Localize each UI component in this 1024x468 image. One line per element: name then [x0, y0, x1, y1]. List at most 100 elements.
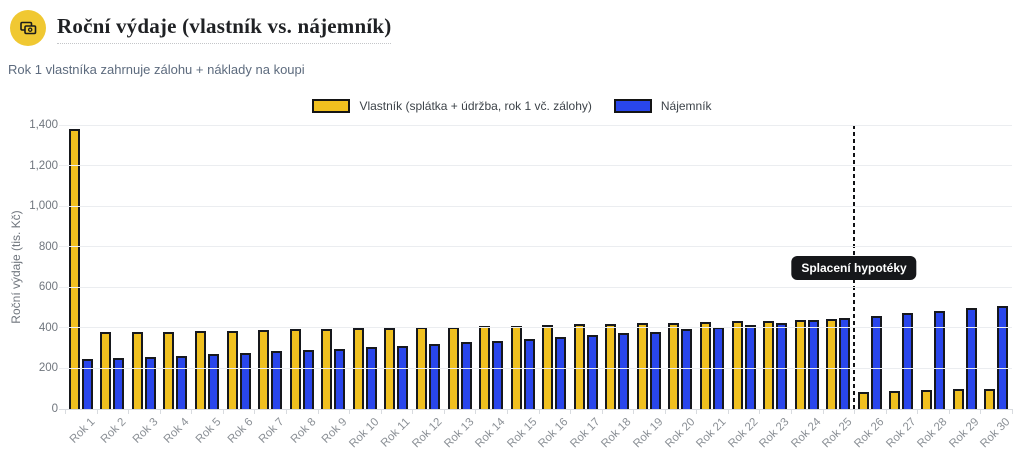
bar-group-12 — [412, 125, 444, 409]
bar-najemnik-rok-1[interactable] — [81, 359, 93, 409]
bar-najemnik-rok-12[interactable] — [428, 343, 440, 409]
bar-najemnik-rok-8[interactable] — [302, 349, 314, 409]
bar-najemnik-rok-6[interactable] — [239, 352, 251, 409]
bar-najemnik-rok-14[interactable] — [492, 340, 504, 409]
page-title: Roční výdaje (vlastník vs. nájemník) — [57, 14, 392, 44]
bar-vlastnik-rok-15[interactable] — [510, 325, 522, 409]
bar-vlastnik-rok-19[interactable] — [636, 323, 648, 409]
gridline — [59, 367, 1012, 369]
bar-vlastnik-rok-9[interactable] — [321, 329, 333, 409]
x-axis-tick — [222, 409, 224, 414]
legend-item-najemnik[interactable]: Nájemník — [613, 99, 712, 113]
x-axis-tick — [65, 409, 66, 414]
x-axis-tick — [475, 409, 477, 414]
bar-vlastnik-rok-21[interactable] — [700, 321, 712, 409]
bar-vlastnik-rok-27[interactable] — [889, 390, 901, 409]
x-axis-tick — [948, 409, 950, 414]
bar-group-7 — [254, 125, 286, 409]
bar-vlastnik-rok-6[interactable] — [226, 330, 238, 409]
bar-najemnik-rok-4[interactable] — [176, 355, 188, 409]
x-axis-tick — [696, 409, 698, 414]
bar-najemnik-rok-2[interactable] — [113, 358, 125, 409]
bar-najemnik-rok-17[interactable] — [586, 335, 598, 409]
bar-najemnik-rok-20[interactable] — [681, 329, 693, 409]
x-axis-tick — [570, 409, 572, 414]
x-axis-tick — [506, 409, 508, 414]
x-axis-tick — [317, 409, 319, 414]
gridline — [59, 408, 1012, 410]
bar-vlastnik-rok-5[interactable] — [195, 331, 207, 409]
bar-vlastnik-rok-14[interactable] — [479, 326, 491, 409]
bar-vlastnik-rok-30[interactable] — [984, 388, 996, 409]
bar-vlastnik-rok-7[interactable] — [258, 330, 270, 409]
bar-vlastnik-rok-8[interactable] — [289, 329, 301, 409]
bar-najemnik-rok-26[interactable] — [870, 315, 882, 409]
x-tick-label: Rok 9 — [320, 416, 350, 446]
x-tick-label: Rok 15 — [504, 416, 540, 451]
x-axis-tick — [96, 409, 98, 414]
bar-najemnik-rok-23[interactable] — [776, 322, 788, 409]
bar-najemnik-rok-15[interactable] — [523, 338, 535, 409]
bar-najemnik-rok-24[interactable] — [807, 319, 819, 409]
gridline — [59, 205, 1012, 207]
gridline — [59, 124, 1012, 126]
bar-vlastnik-rok-2[interactable] — [100, 332, 112, 409]
bar-najemnik-rok-29[interactable] — [965, 308, 977, 409]
bar-vlastnik-rok-18[interactable] — [605, 323, 617, 409]
bar-vlastnik-rok-28[interactable] — [920, 390, 932, 409]
najemnik-swatch-icon — [613, 99, 652, 113]
bar-najemnik-rok-25[interactable] — [839, 317, 851, 409]
bar-vlastnik-rok-25[interactable] — [826, 319, 838, 409]
bar-vlastnik-rok-23[interactable] — [763, 320, 775, 409]
bar-najemnik-rok-7[interactable] — [271, 351, 283, 409]
x-axis-tick — [633, 409, 635, 414]
bar-vlastnik-rok-16[interactable] — [542, 325, 554, 409]
bar-group-30 — [980, 125, 1012, 409]
bar-vlastnik-rok-4[interactable] — [163, 331, 175, 409]
bar-najemnik-rok-19[interactable] — [649, 331, 661, 409]
bar-najemnik-rok-30[interactable] — [997, 305, 1009, 409]
bar-vlastnik-rok-20[interactable] — [668, 322, 680, 409]
bars-layer — [65, 125, 1012, 409]
x-tick-label: Rok 5 — [193, 416, 224, 446]
legend-item-vlastnik[interactable]: Vlastník (splátka + údržba, rok 1 vč. zá… — [312, 99, 592, 113]
bar-vlastnik-rok-26[interactable] — [857, 391, 869, 409]
bar-vlastnik-rok-17[interactable] — [573, 324, 585, 409]
bar-najemnik-rok-16[interactable] — [555, 337, 567, 409]
bar-najemnik-rok-5[interactable] — [208, 354, 220, 409]
x-axis-tick — [349, 409, 351, 414]
bar-najemnik-rok-27[interactable] — [902, 313, 914, 409]
bar-najemnik-rok-10[interactable] — [365, 346, 377, 409]
bar-group-8 — [286, 125, 318, 409]
bar-group-13 — [444, 125, 476, 409]
bar-vlastnik-rok-22[interactable] — [731, 321, 743, 409]
x-tick-label: Rok 26 — [852, 416, 887, 451]
bar-group-29 — [949, 125, 981, 409]
bar-najemnik-rok-18[interactable] — [618, 333, 630, 409]
bar-najemnik-rok-22[interactable] — [744, 325, 756, 409]
bar-vlastnik-rok-1[interactable] — [68, 129, 80, 409]
bar-group-6 — [223, 125, 255, 409]
legend-item-label: Vlastník (splátka + údržba, rok 1 vč. zá… — [359, 99, 592, 113]
bar-group-28 — [917, 125, 949, 409]
bar-group-23 — [759, 125, 791, 409]
banknotes-icon — [10, 10, 46, 46]
gridline — [59, 327, 1012, 329]
x-tick-label: Rok 25 — [820, 416, 855, 451]
bar-najemnik-rok-13[interactable] — [460, 342, 472, 409]
mortgage-payoff-label: Splacení hypotéky — [791, 256, 917, 280]
x-axis-tick — [128, 409, 130, 414]
y-tick-label: 1,200 — [29, 159, 58, 172]
bar-najemnik-rok-9[interactable] — [334, 348, 346, 409]
bar-vlastnik-rok-3[interactable] — [131, 331, 143, 409]
x-axis-tick — [791, 409, 793, 414]
bar-najemnik-rok-11[interactable] — [397, 345, 409, 409]
bar-vlastnik-rok-24[interactable] — [794, 319, 806, 409]
bar-vlastnik-rok-29[interactable] — [952, 389, 964, 409]
bar-najemnik-rok-28[interactable] — [933, 310, 945, 409]
bar-najemnik-rok-3[interactable] — [144, 356, 156, 409]
x-tick-label: Rok 22 — [725, 416, 761, 451]
y-tick-label: 400 — [38, 321, 58, 334]
x-tick-label: Rok 11 — [379, 416, 413, 450]
